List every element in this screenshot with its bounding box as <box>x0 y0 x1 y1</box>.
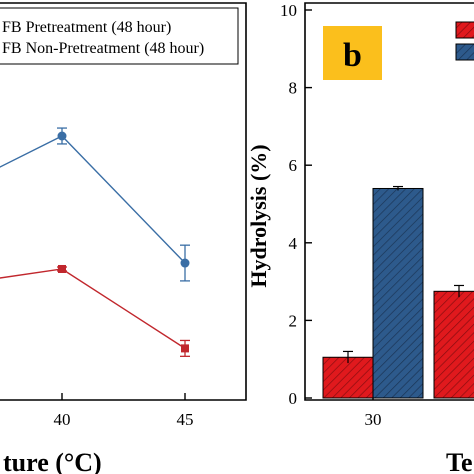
bar-series0-cat0 <box>322 356 374 399</box>
legend-box <box>0 7 239 65</box>
bar-series1-cat0 <box>372 187 424 399</box>
bar-chart-y-ticks: 0 2 4 6 8 10 <box>280 1 312 408</box>
panel-label-box <box>323 26 382 80</box>
bar-chart-frame <box>304 2 474 401</box>
line-chart-series <box>0 127 190 357</box>
bar-chart-y-axis-label: Hydrolysis (%) <box>246 144 271 287</box>
bar-chart-x-axis-label: Te <box>446 448 473 474</box>
panel-label-b: b <box>323 26 382 80</box>
series-line-1 <box>0 135 186 264</box>
data-point-square <box>58 264 66 273</box>
line-chart-x-tick-label: 40 <box>54 410 71 429</box>
legend: FB Pretreatment (48 hour) FB Non-Pretrea… <box>0 7 239 65</box>
bar-chart-x-tick-label: 30 <box>365 410 382 429</box>
series-line-0 <box>0 268 186 349</box>
line-chart-frame <box>0 2 247 401</box>
line-chart-x-ticks: 40 45 <box>54 393 194 429</box>
legend-entry-non-pretreatment: FB Non-Pretreatment (48 hour) <box>2 40 204 57</box>
bar-legend-swatch-blue <box>455 43 474 61</box>
bar-legend-swatch-red <box>455 21 474 39</box>
panel-label-text: b <box>343 37 362 74</box>
bar-chart-panel: 0 2 4 6 8 10 30 b Hydrolysis (%) Te <box>246 1 474 474</box>
bar-chart-y-tick-label: 2 <box>289 311 298 330</box>
bar-chart-y-tick-label: 4 <box>289 234 298 253</box>
line-chart-x-axis-label: ture (°C) <box>3 448 102 474</box>
bar-series0-cat1 <box>433 290 474 399</box>
bar-chart-bars <box>322 185 474 399</box>
line-chart-x-tick-label: 45 <box>177 410 194 429</box>
data-point-circle <box>57 131 67 141</box>
bar-chart-y-tick-label: 6 <box>289 156 298 175</box>
legend-entry-pretreatment: FB Pretreatment (48 hour) <box>2 19 171 36</box>
bar-chart-y-tick-label: 10 <box>280 1 297 20</box>
line-chart-panel: 40 45 FB Pretreatment (48 hour) FB Non-Pr… <box>0 2 247 474</box>
data-point-circle <box>180 258 190 268</box>
bar-chart-y-tick-label: 0 <box>289 389 298 408</box>
bar-chart-y-tick-label: 8 <box>289 79 298 98</box>
data-point-square <box>181 344 189 353</box>
